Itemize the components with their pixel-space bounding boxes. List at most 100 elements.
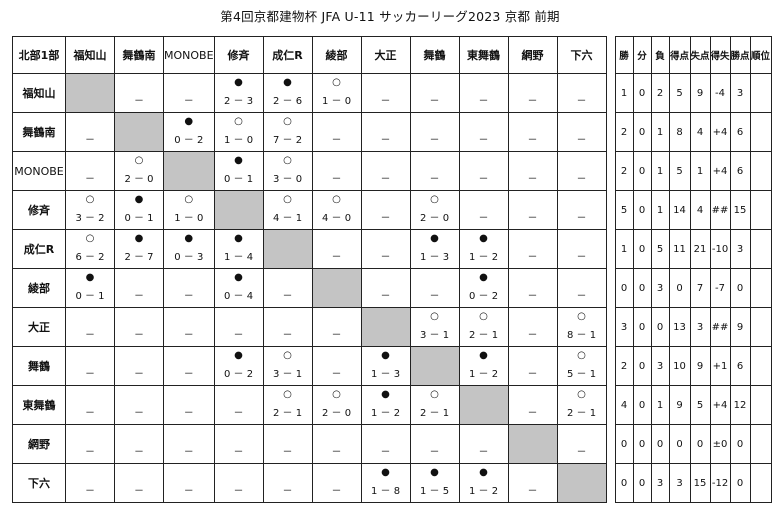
match-score: 2 － 0 [420,213,450,224]
result-cell-empty: － [311,112,362,152]
match-score: 1 － 4 [224,252,254,263]
stat-cell-goal-diff: +4 [709,385,731,425]
column-gap [605,424,616,464]
stat-cell-points: 0 [729,463,751,503]
no-match-dash: － [576,96,587,107]
win-circle-icon: ○ [85,194,95,205]
no-match-dash: － [331,447,342,458]
no-match-dash: － [183,330,194,341]
result-cell: ● 1 － 4 [213,229,264,269]
stat-cell-draws: 0 [632,307,652,347]
result-cell: ● 0 － 2 [213,346,264,386]
result-cell: ● 0 － 2 [163,112,215,152]
no-match-dash: － [576,291,587,302]
win-circle-icon: ○ [430,194,439,205]
self-match-cell [360,307,411,347]
table-row: 舞鶴南 － ● 0 － 2 ○ 1 － 0 ○ 7 － 2 － － － － － － 2 0 1 8 4 +4 6 [12,112,772,152]
stat-cell-goals-against: 3 [689,307,711,347]
stat-cell-rank [749,346,772,386]
loss-dot-icon: ● [381,350,390,361]
stat-cell-losses: 0 [650,307,670,347]
table-row: 網野－－－－－－－－－－ 0 0 0 0 0 ±0 0 [12,424,772,464]
stat-cell-wins: 0 [614,463,634,503]
column-gap [605,268,616,308]
no-match-dash: － [331,135,342,146]
no-match-dash: － [233,408,244,419]
row-team-name: 綾部 [12,268,66,308]
no-match-dash: － [85,330,95,341]
no-match-dash: － [478,135,489,146]
result-cell-empty: － [507,229,558,269]
result-cell: ○ 4 － 1 [262,190,313,230]
result-cell-empty: － [163,73,215,113]
stat-cell-rank [749,424,772,464]
result-cell: ○ 3 － 2 [65,190,115,230]
loss-dot-icon: ● [430,467,439,478]
self-match-cell [409,346,460,386]
match-score: 2 － 1 [273,408,303,419]
win-circle-icon: ○ [283,116,292,127]
result-cell-empty: － [507,151,558,191]
no-match-dash: － [134,291,144,302]
stat-cell-goals-against: 9 [689,73,711,113]
table-row: 修斉 ○ 3 － 2 ● 0 － 1 ○ 1 － 0 ○ 4 － 1 ○ 4 － 0 － ○ 2 － 0 －… [12,190,772,230]
match-score: 5 － 1 [567,369,597,380]
match-score: 1 － 0 [174,213,204,224]
win-circle-icon: ○ [430,311,439,322]
no-match-dash: － [380,291,391,302]
stat-cell-goals-against: 5 [689,385,711,425]
stat-cell-goals-against: 21 [689,229,711,269]
column-gap [605,190,616,230]
result-cell-empty: － [556,229,607,269]
self-match-cell [262,229,313,269]
result-cell: ○ 1 － 0 [311,73,362,113]
no-match-dash: － [233,486,244,497]
loss-dot-icon: ● [184,116,194,127]
result-cell-empty: － [65,346,115,386]
result-cell-empty: － [360,229,411,269]
stat-cell-draws: 0 [632,385,652,425]
result-cell: ○ 8 － 1 [556,307,607,347]
win-circle-icon: ○ [184,194,194,205]
result-cell: ○ 2 － 1 [409,385,460,425]
result-cell-empty: － [65,424,115,464]
result-cell: ● 1 － 8 [360,463,411,503]
stat-cell-goals-for: 0 [668,268,691,308]
stat-cell-wins: 1 [614,73,634,113]
result-cell-empty: － [409,151,460,191]
stat-cell-points: 12 [729,385,751,425]
result-cell-empty: － [114,424,164,464]
result-cell-empty: － [163,424,215,464]
row-team-name: 修斉 [12,190,66,230]
loss-dot-icon: ● [381,467,390,478]
result-cell-empty: － [65,151,115,191]
result-cell-empty: － [507,268,558,308]
match-score: 1 － 3 [420,252,450,263]
result-cell-empty: － [507,73,558,113]
match-score: 7 － 2 [273,135,303,146]
win-circle-icon: ○ [134,155,144,166]
match-score: 3 － 1 [273,369,303,380]
stat-cell-points: 15 [729,190,751,230]
win-circle-icon: ○ [577,389,586,400]
no-match-dash: － [282,291,293,302]
result-cell-empty: － [311,463,362,503]
result-cell-empty: － [262,268,313,308]
loss-dot-icon: ● [234,77,243,88]
result-cell-empty: － [114,463,164,503]
win-circle-icon: ○ [430,389,439,400]
stat-cell-goal-diff: +1 [709,346,731,386]
stat-cell-goals-for: 3 [668,463,691,503]
result-cell: ● 1 － 2 [458,346,509,386]
result-cell: ○ 2 － 1 [556,385,607,425]
match-score: 0 － 4 [224,291,254,302]
result-cell-empty: － [163,346,215,386]
result-cell: ● 2 － 6 [262,73,313,113]
self-match-cell [163,151,215,191]
stat-cell-wins: 3 [614,307,634,347]
loss-dot-icon: ● [479,272,488,283]
table-row: 綾部 ● 0 － 1 －－ ● 0 － 4 －－－ ● 0 － 2 －－ 0 0 3 0 7 -7 0 [12,268,772,308]
stat-cell-wins: 2 [614,112,634,152]
result-cell-empty: － [114,385,164,425]
